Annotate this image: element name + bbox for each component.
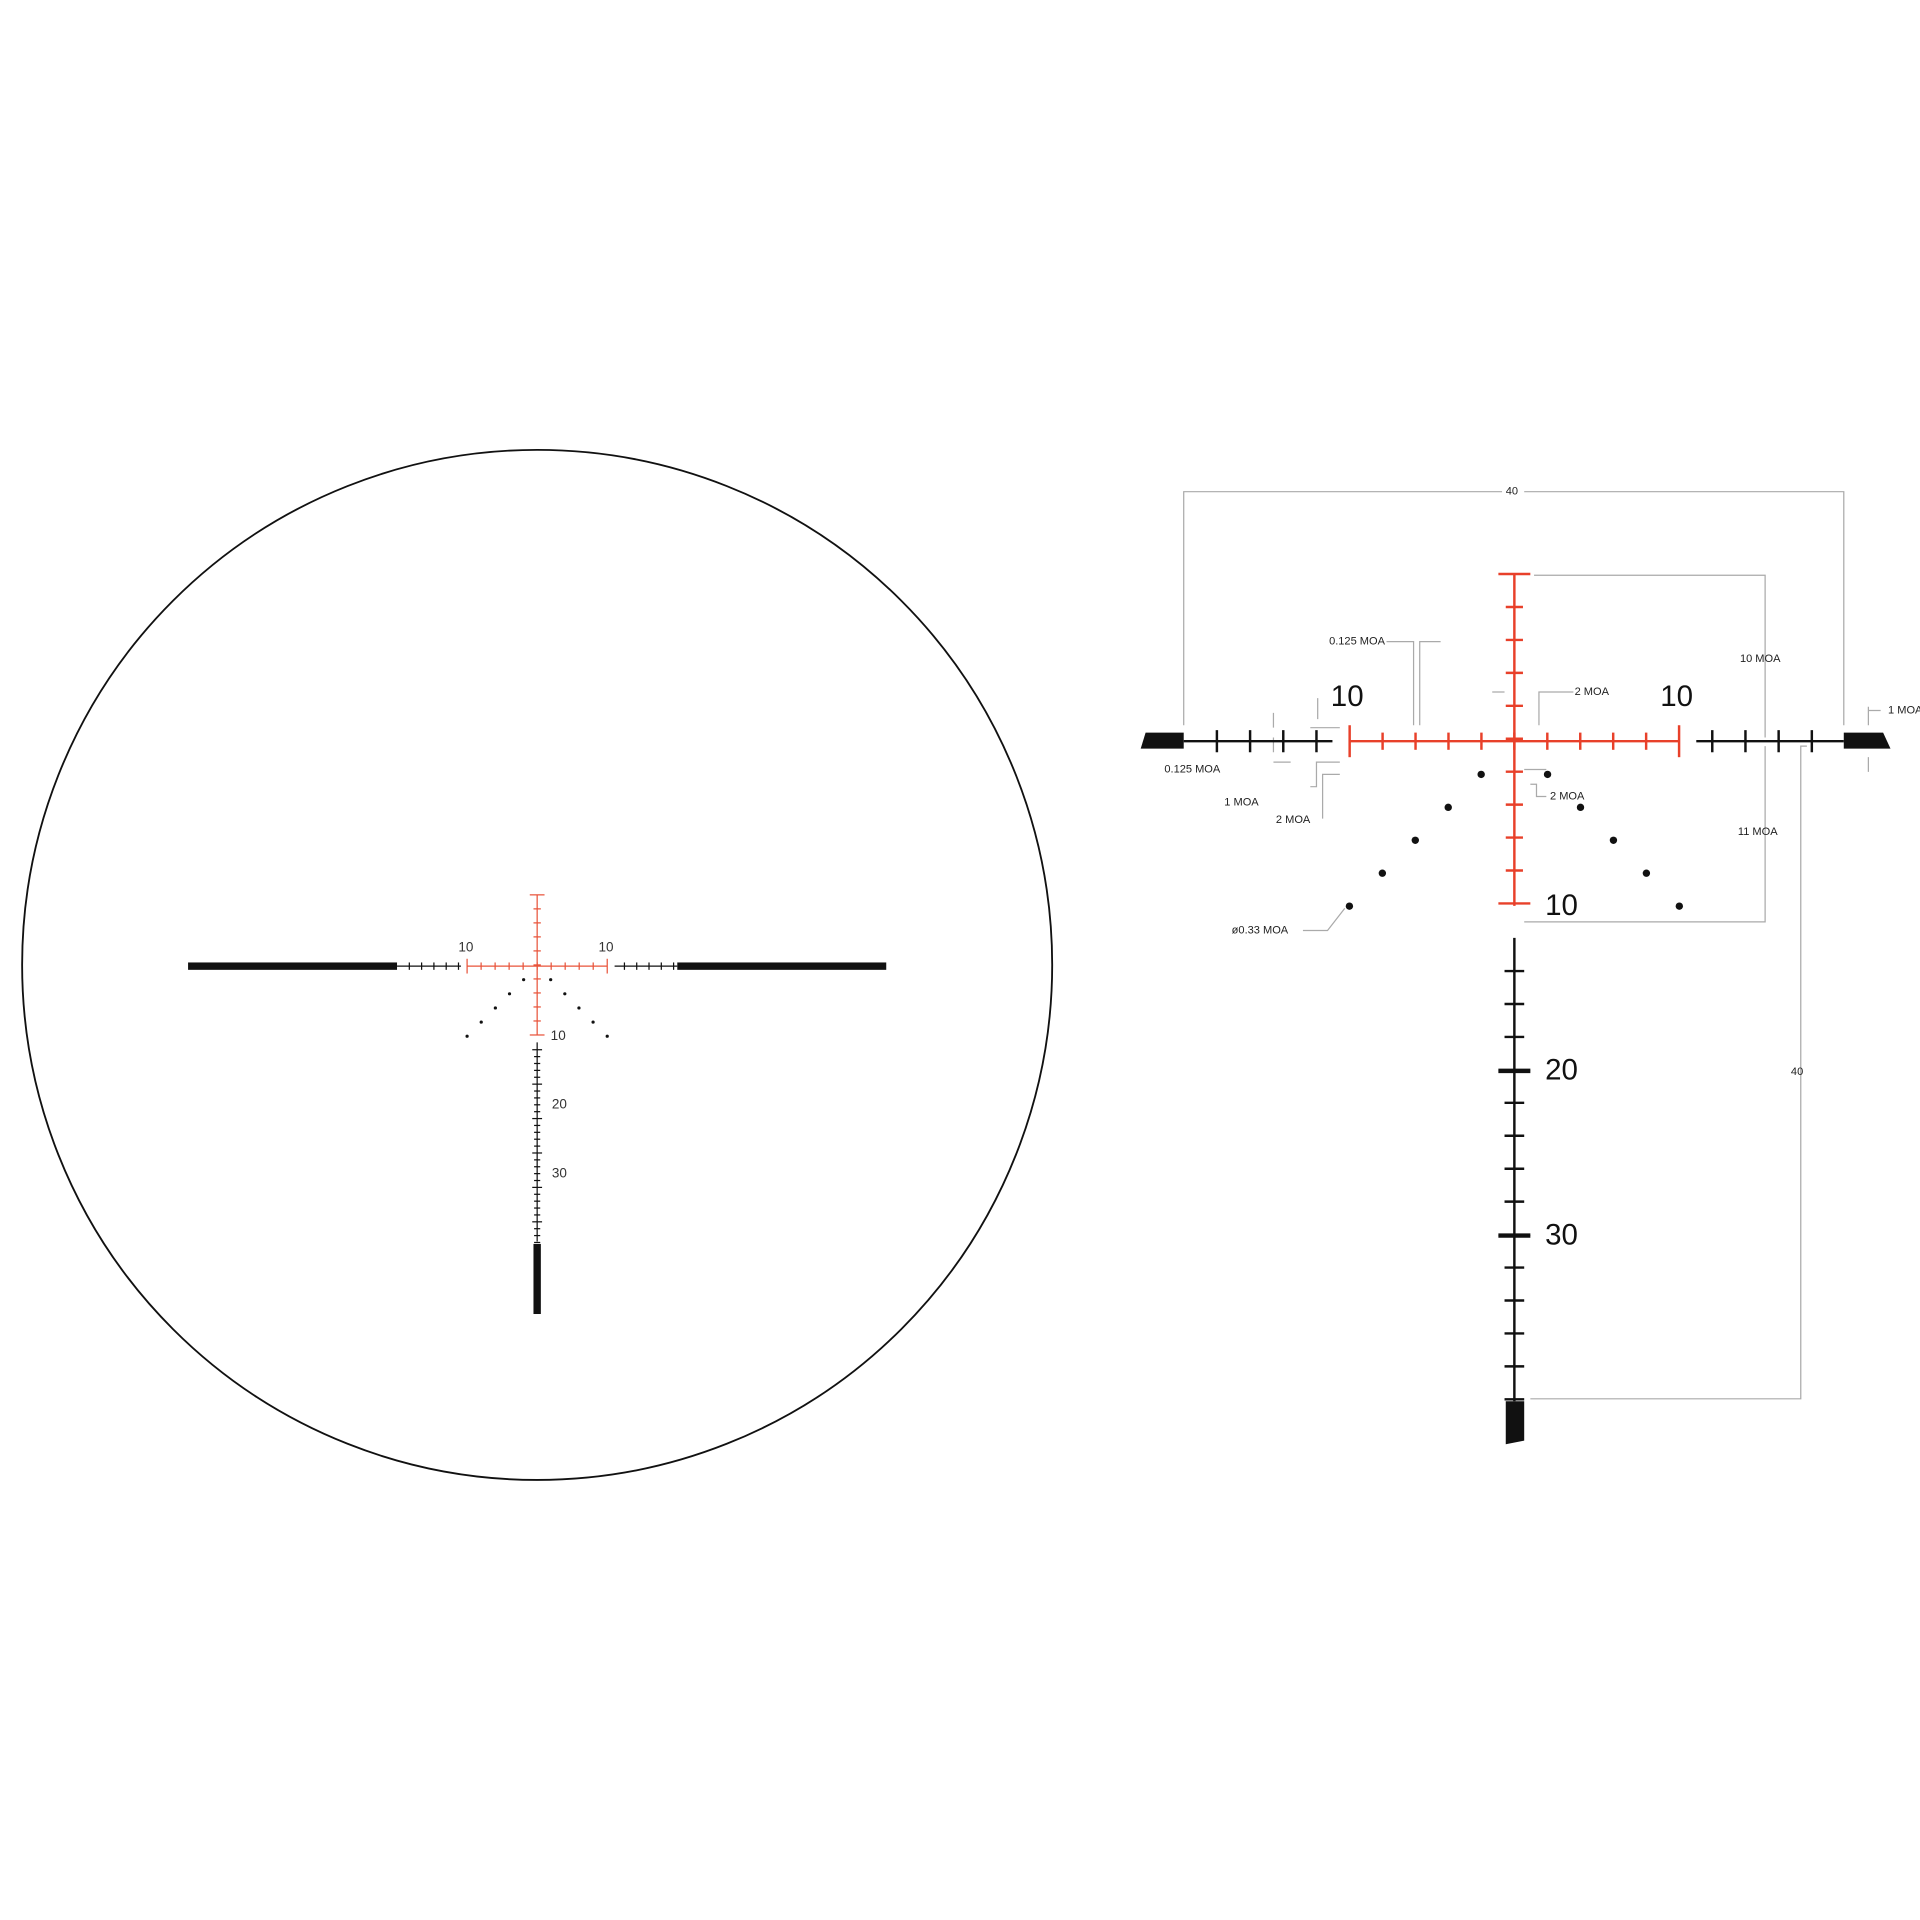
dot — [1378, 869, 1387, 877]
label: 10 — [1660, 680, 1693, 713]
label: 20 — [1545, 1054, 1578, 1087]
dot — [1345, 902, 1354, 910]
label: 10 — [1545, 889, 1578, 922]
dimension-label: 10 MOA — [1740, 653, 1781, 665]
dimension-label: 0.125 MOA — [1329, 636, 1386, 648]
dot — [479, 1020, 483, 1024]
dot — [1675, 902, 1684, 910]
dimension-label: ø0.33 MOA — [1232, 924, 1289, 936]
thick-post — [533, 1243, 541, 1315]
left-reticle: 10 10 10 20 30 — [21, 448, 1054, 1481]
dot — [591, 1020, 595, 1024]
label: 10 — [598, 939, 613, 954]
thick-post — [188, 962, 398, 970]
dimension-label: 1 MOA — [1224, 797, 1259, 809]
dimension-label: 11 MOA — [1738, 826, 1778, 838]
dimension-label: 40 — [1791, 1066, 1803, 1078]
dimension-label: 2 MOA — [1276, 814, 1311, 826]
dot — [493, 1006, 497, 1010]
dot — [465, 1034, 469, 1038]
dimension — [1183, 491, 1845, 726]
dot — [1576, 803, 1585, 812]
thick-post — [1843, 732, 1891, 749]
label: 30 — [1545, 1218, 1578, 1251]
field-of-view — [21, 448, 1054, 1481]
dot — [1543, 770, 1552, 779]
dot — [1411, 836, 1419, 844]
dimension-label: 2 MOA — [1550, 790, 1585, 802]
right-diagram: 40 10 MOA 11 MOA 40 1 MOA 0.125 MOA 2 MO… — [1140, 486, 1920, 1445]
dot — [563, 992, 567, 996]
dot — [1609, 836, 1618, 844]
leader — [1272, 641, 1881, 932]
label: 30 — [552, 1165, 567, 1180]
dimension-label: 0.125 MOA — [1164, 763, 1221, 775]
thick-post — [677, 962, 887, 970]
dot — [605, 1034, 609, 1038]
dimension-label: 1 MOA — [1888, 704, 1920, 716]
dot — [1444, 803, 1452, 812]
label: 10 — [551, 1028, 566, 1043]
dot — [507, 992, 512, 996]
dot — [549, 978, 553, 982]
dimension-label: 2 MOA — [1575, 686, 1610, 698]
thick-post — [1140, 732, 1184, 749]
dot — [1642, 869, 1651, 877]
dot — [577, 1006, 581, 1010]
dimension-label: 40 — [1506, 486, 1518, 498]
label: 20 — [552, 1097, 567, 1112]
dot — [522, 978, 526, 982]
label: 10 — [458, 939, 473, 954]
dimension — [1524, 574, 1807, 1400]
label: 10 — [1331, 680, 1364, 713]
thick-post — [1505, 1401, 1525, 1445]
dot — [1477, 770, 1485, 779]
